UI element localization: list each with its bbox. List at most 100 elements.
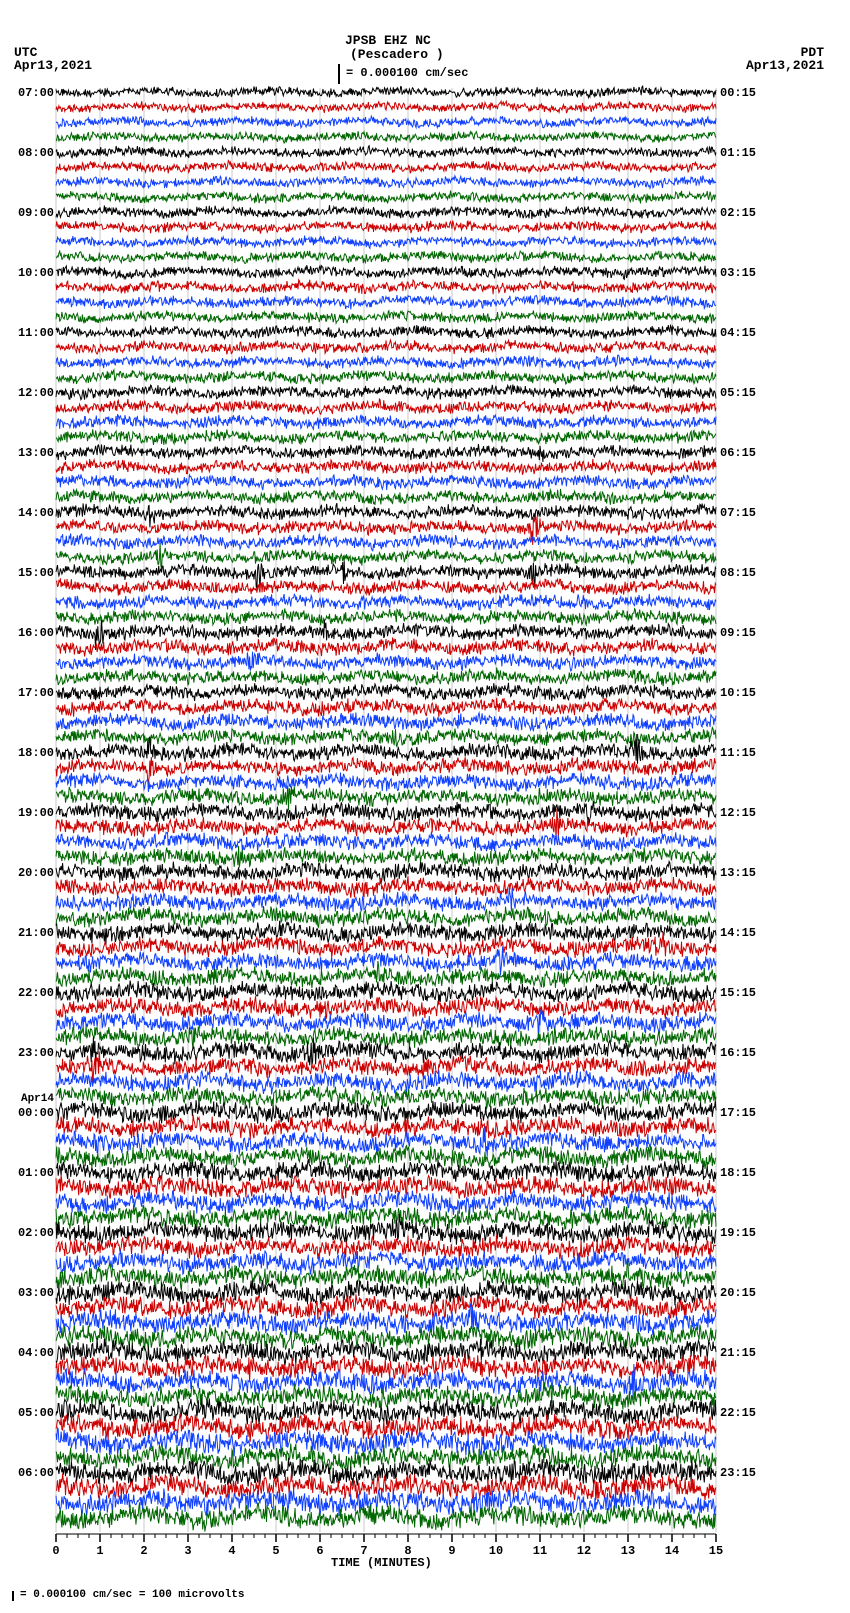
seismic-trace <box>56 638 716 657</box>
utc-time-label: 17:00 <box>18 686 54 700</box>
x-tick-label: 5 <box>272 1544 279 1558</box>
seismic-trace <box>56 772 716 792</box>
seismic-trace <box>56 310 716 323</box>
seismic-trace <box>56 906 716 928</box>
seismic-trace <box>56 415 716 430</box>
seismic-trace <box>56 489 716 505</box>
pdt-time-label: 16:15 <box>720 1046 756 1060</box>
seismic-trace <box>56 1086 716 1109</box>
utc-time-label: 06:00 <box>18 1466 54 1480</box>
x-tick-label: 6 <box>316 1544 323 1558</box>
seismic-trace <box>56 1502 716 1531</box>
utc-time-label: 09:00 <box>18 206 54 220</box>
seismic-trace <box>56 786 716 811</box>
seismic-trace <box>56 474 716 490</box>
utc-time-label: 16:00 <box>18 626 54 640</box>
seismic-trace <box>56 1338 716 1365</box>
pdt-time-label: 12:15 <box>720 806 756 820</box>
pdt-time-label: 17:15 <box>720 1106 756 1120</box>
seismic-trace <box>56 385 716 400</box>
utc-time-label: Apr14 <box>21 1093 54 1105</box>
utc-time-label: 21:00 <box>18 926 54 940</box>
seismic-trace <box>56 176 716 189</box>
x-tick-label: 11 <box>533 1544 547 1558</box>
footnote-scale-bar-icon <box>12 1591 14 1601</box>
seismic-trace <box>56 683 716 701</box>
pdt-time-label: 14:15 <box>720 926 756 940</box>
seismic-trace <box>56 131 716 143</box>
x-tick-label: 0 <box>52 1544 59 1558</box>
utc-time-label: 02:00 <box>18 1226 54 1240</box>
utc-time-label: 08:00 <box>18 146 54 160</box>
x-tick-label: 12 <box>577 1544 591 1558</box>
seismic-trace <box>56 996 716 1019</box>
utc-time-label: 20:00 <box>18 866 54 880</box>
seismic-trace <box>56 652 716 671</box>
utc-time-label: 18:00 <box>18 746 54 760</box>
seismic-trace <box>56 221 716 234</box>
seismic-trace <box>56 146 716 158</box>
utc-time-label: 03:00 <box>18 1286 54 1300</box>
seismic-trace <box>56 340 716 354</box>
utc-time-label: 07:00 <box>18 86 54 100</box>
pdt-time-label: 00:15 <box>720 86 756 100</box>
seismic-trace <box>56 888 716 912</box>
seismic-trace <box>56 608 716 625</box>
seismic-trace <box>56 459 716 475</box>
seismic-trace <box>56 1190 716 1216</box>
pdt-time-label: 03:15 <box>720 266 756 280</box>
seismic-trace <box>56 399 716 414</box>
utc-time-label: 12:00 <box>18 386 54 400</box>
x-tick-label: 2 <box>140 1544 147 1558</box>
pdt-time-label: 09:15 <box>720 626 756 640</box>
seismic-trace <box>56 325 716 339</box>
utc-time-label: 00:00 <box>18 1106 54 1120</box>
seismic-trace <box>56 1250 716 1275</box>
seismic-trace <box>56 280 716 295</box>
pdt-time-label: 02:15 <box>720 206 756 220</box>
seismic-trace <box>56 698 716 717</box>
utc-time-label: 04:00 <box>18 1346 54 1360</box>
pdt-time-label: 07:15 <box>720 506 756 520</box>
utc-time-label: 22:00 <box>18 986 54 1000</box>
x-tick-label: 3 <box>184 1544 191 1558</box>
seismic-trace <box>56 429 716 445</box>
x-tick-label: 4 <box>228 1544 235 1558</box>
seismic-trace <box>56 116 716 128</box>
seismic-trace <box>56 578 716 595</box>
seismic-trace <box>56 161 716 174</box>
seismic-trace <box>56 191 716 204</box>
seismic-trace <box>56 265 716 279</box>
pdt-time-label: 23:15 <box>720 1466 756 1480</box>
utc-time-label: 01:00 <box>18 1166 54 1180</box>
seismic-trace <box>56 594 716 610</box>
utc-time-label: 15:00 <box>18 566 54 580</box>
x-tick-label: 9 <box>448 1544 455 1558</box>
seismic-trace <box>56 444 716 462</box>
x-tick-label: 1 <box>96 1544 103 1558</box>
utc-time-label: 13:00 <box>18 446 54 460</box>
seismic-trace <box>56 801 716 824</box>
pdt-time-label: 20:15 <box>720 1286 756 1300</box>
seismic-trace <box>56 235 716 248</box>
pdt-time-label: 13:15 <box>720 866 756 880</box>
seismic-trace <box>56 295 716 309</box>
seismic-trace <box>56 205 716 219</box>
seismic-trace <box>56 251 716 264</box>
seismic-trace <box>56 668 716 687</box>
pdt-time-label: 18:15 <box>720 1166 756 1180</box>
pdt-time-label: 04:15 <box>720 326 756 340</box>
x-tick-label: 10 <box>489 1544 503 1558</box>
utc-time-label: 05:00 <box>18 1406 54 1420</box>
utc-time-label: 23:00 <box>18 1046 54 1060</box>
seismic-trace <box>56 846 716 868</box>
pdt-time-label: 21:15 <box>720 1346 756 1360</box>
seismogram-plot: 0123456789101112131415 <box>0 0 850 1572</box>
utc-time-label: 10:00 <box>18 266 54 280</box>
footnote-text: = 0.000100 cm/sec = 100 microvolts <box>20 1589 244 1601</box>
seismic-trace <box>56 712 716 731</box>
utc-time-label: 11:00 <box>18 326 54 340</box>
seismic-trace <box>56 1294 716 1320</box>
pdt-time-label: 22:15 <box>720 1406 756 1420</box>
pdt-time-label: 19:15 <box>720 1226 756 1240</box>
